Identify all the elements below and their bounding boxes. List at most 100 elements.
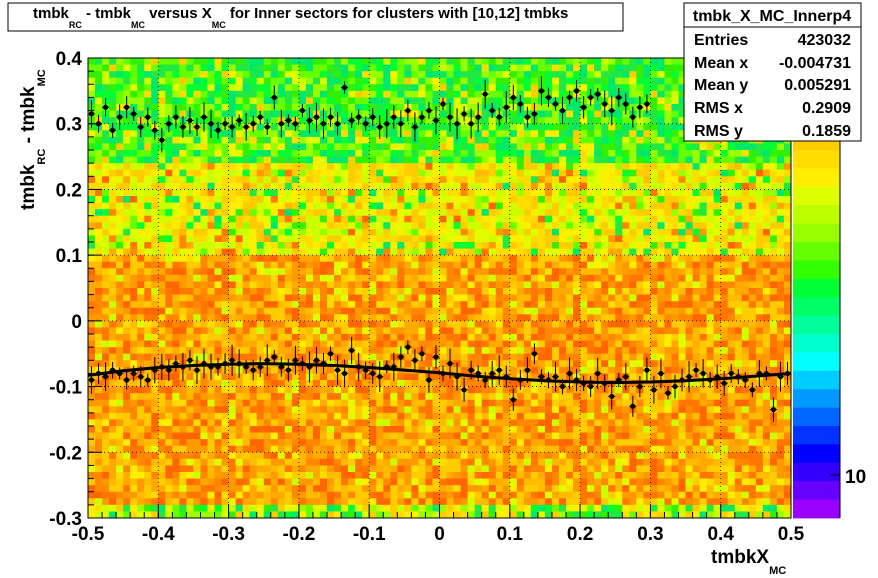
heatmap-cell <box>411 163 419 171</box>
heatmap-cell <box>348 320 356 328</box>
heatmap-cell <box>769 281 778 289</box>
heatmap-cell <box>783 281 792 289</box>
heatmap-cell <box>544 176 553 184</box>
heatmap-cell <box>200 84 208 92</box>
heatmap-cell <box>95 77 103 85</box>
heatmap-cell <box>748 360 757 368</box>
heatmap-cell <box>537 202 546 210</box>
heatmap-cell <box>298 314 307 322</box>
heatmap-cell <box>249 320 258 328</box>
heatmap-cell <box>228 77 237 85</box>
heatmap-cell <box>573 58 581 65</box>
heatmap-cell <box>200 169 208 177</box>
heatmap-cell <box>573 104 581 111</box>
heatmap-cell <box>474 261 483 269</box>
heatmap-cell <box>636 176 644 184</box>
heatmap-cell <box>566 136 574 144</box>
heatmap-cell <box>312 340 321 348</box>
heatmap-cell <box>298 169 307 177</box>
heatmap-cell <box>706 196 715 203</box>
heatmap-cell <box>130 143 138 151</box>
heatmap-cell <box>327 176 335 184</box>
heatmap-cell <box>319 228 328 236</box>
heatmap-cell <box>734 209 743 217</box>
heatmap-cell <box>481 71 490 79</box>
heatmap-cell <box>137 242 145 249</box>
heatmap-cell <box>446 143 454 151</box>
heatmap-cell <box>214 222 222 230</box>
heatmap-cell <box>509 261 518 269</box>
heatmap-cell <box>284 347 293 355</box>
heatmap-cell <box>165 334 173 341</box>
heatmap-cell <box>158 64 166 72</box>
heatmap-cell <box>312 84 321 92</box>
heatmap-cell <box>481 123 490 131</box>
heatmap-cell <box>580 268 588 276</box>
heatmap-cell <box>165 97 173 105</box>
heatmap-cell <box>200 281 208 289</box>
heatmap-cell <box>88 169 96 177</box>
heatmap-cell <box>186 71 194 79</box>
heatmap-cell <box>376 255 384 263</box>
heatmap-cell <box>312 176 321 184</box>
heatmap-cell <box>551 334 560 341</box>
heatmap-cell <box>636 64 644 72</box>
heatmap-cell <box>439 360 447 368</box>
heatmap-cell <box>615 209 623 217</box>
heatmap-cell <box>116 156 124 164</box>
heatmap-cell <box>397 97 405 105</box>
heatmap-cell <box>312 97 321 105</box>
heatmap-cell <box>608 320 616 328</box>
heatmap-cell <box>502 320 511 328</box>
heatmap-cell <box>467 255 476 263</box>
heatmap-cell <box>116 64 124 72</box>
heatmap-cell <box>481 274 490 282</box>
heatmap-cell <box>495 320 504 328</box>
heatmap-cell <box>601 281 609 289</box>
heatmap-cell <box>137 294 145 302</box>
heatmap-cell <box>495 288 504 295</box>
heatmap-cell <box>348 380 356 387</box>
heatmap-cell <box>95 307 103 315</box>
heatmap-cell <box>390 130 398 138</box>
heatmap-cell <box>769 360 778 368</box>
heatmap-cell <box>165 77 173 85</box>
heatmap-cell <box>172 320 180 328</box>
heatmap-cell <box>594 215 602 223</box>
heatmap-cell <box>291 235 300 243</box>
heatmap-cell <box>516 123 525 131</box>
heatmap-cell <box>207 301 215 309</box>
heatmap-cell <box>657 294 665 302</box>
heatmap-cell <box>123 117 131 125</box>
heatmap-cell <box>179 301 187 309</box>
heatmap-cell <box>594 182 602 190</box>
heatmap-cell <box>741 268 750 276</box>
heatmap-cell <box>137 169 145 177</box>
heatmap-cell <box>109 327 117 335</box>
heatmap-cell <box>453 334 461 341</box>
heatmap-cell <box>165 261 173 269</box>
heatmap-cell <box>467 77 476 85</box>
heatmap-cell <box>130 248 138 256</box>
heatmap-cell <box>355 58 363 65</box>
heatmap-cell <box>151 156 159 164</box>
heatmap-cell <box>186 189 194 197</box>
heatmap-cell <box>460 281 469 289</box>
heatmap-cell <box>488 222 497 230</box>
heatmap-cell <box>706 334 715 341</box>
heatmap-cell <box>516 261 525 269</box>
heatmap-cell <box>685 334 693 341</box>
heatmap-cell <box>137 143 145 151</box>
heatmap-cell <box>235 288 244 295</box>
heatmap-cell <box>270 288 279 295</box>
heatmap-cell <box>439 242 447 249</box>
heatmap-cell <box>713 235 722 243</box>
heatmap-cell <box>130 163 138 171</box>
heatmap-cell <box>95 301 103 309</box>
heatmap-cell <box>713 196 722 203</box>
heatmap-cell <box>720 228 729 236</box>
heatmap-cell <box>783 334 792 341</box>
heatmap-cell <box>664 353 672 361</box>
heatmap-cell <box>228 196 237 203</box>
heatmap-cell <box>769 274 778 282</box>
